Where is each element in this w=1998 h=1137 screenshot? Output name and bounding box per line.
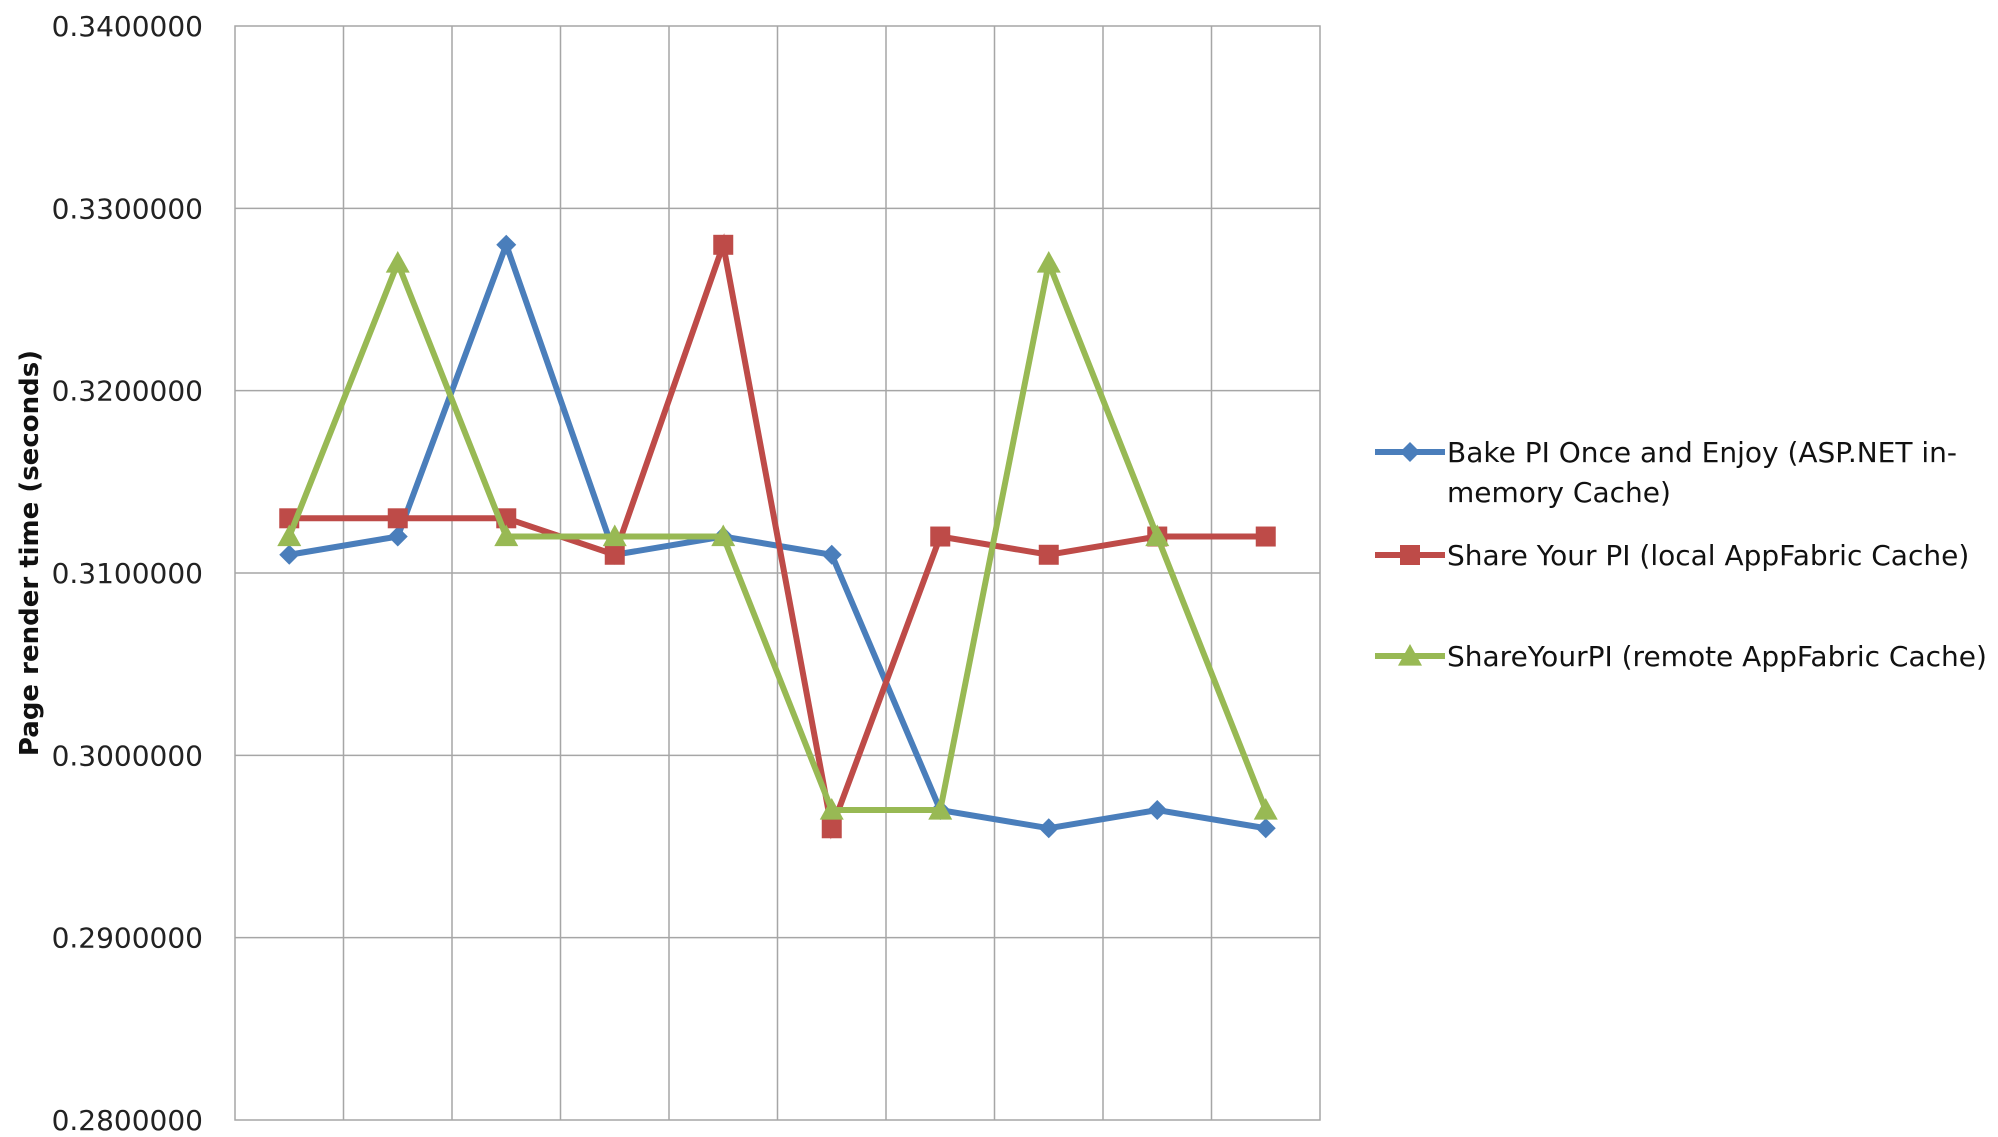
diamond-marker xyxy=(821,544,842,565)
triangle-marker xyxy=(602,524,627,547)
legend-label: Share Your PI (local AppFabric Cache) xyxy=(1447,539,1969,572)
y-axis-title: Page render time (seconds) xyxy=(15,350,45,756)
square-marker xyxy=(930,526,951,547)
diamond-marker xyxy=(387,526,408,547)
triangle-marker xyxy=(928,798,953,820)
diamond-marker xyxy=(1255,818,1276,839)
legend-item: Bake PI Once and Enjoy (ASP.NET in-memor… xyxy=(1375,436,1957,509)
triangle-marker xyxy=(494,524,519,547)
legend-item: ShareYourPI (remote AppFabric Cache) xyxy=(1375,640,1987,673)
square-marker xyxy=(604,544,625,565)
legend-label: Bake PI Once and Enjoy (ASP.NET in- xyxy=(1447,436,1957,469)
triangle-marker xyxy=(1145,524,1170,547)
triangle-marker xyxy=(1253,798,1278,820)
series-3 xyxy=(277,251,1278,820)
square-marker xyxy=(1400,545,1420,565)
square-marker xyxy=(1255,526,1276,547)
y-tick-label: 0.3300000 xyxy=(52,192,203,225)
legend: Bake PI Once and Enjoy (ASP.NET in-memor… xyxy=(1375,436,1987,673)
diamond-marker xyxy=(1400,442,1420,462)
legend-label: memory Cache) xyxy=(1447,476,1671,509)
y-axis-ticks: 0.3400000 0.3300000 0.3200000 0.3100000 0.30… xyxy=(52,10,203,1137)
square-marker xyxy=(387,508,408,529)
plot-grid xyxy=(234,25,1321,1121)
triangle-marker xyxy=(1398,644,1422,666)
y-tick-label: 0.3000000 xyxy=(52,739,203,772)
legend-item: Share Your PI (local AppFabric Cache) xyxy=(1375,539,1969,572)
y-tick-label: 0.3100000 xyxy=(52,557,203,590)
triangle-marker xyxy=(385,251,410,273)
triangle-marker xyxy=(277,524,302,547)
y-tick-label: 0.3200000 xyxy=(52,375,203,408)
series-line xyxy=(286,252,1269,814)
diamond-marker xyxy=(1147,800,1168,821)
diamond-marker xyxy=(496,234,517,255)
y-tick-label: 0.2800000 xyxy=(52,1104,203,1137)
triangle-marker xyxy=(711,524,736,547)
square-marker xyxy=(1038,544,1059,565)
legend-label: ShareYourPI (remote AppFabric Cache) xyxy=(1447,640,1987,673)
series-layer xyxy=(277,233,1278,840)
diamond-marker xyxy=(279,544,300,565)
triangle-marker xyxy=(1036,251,1061,273)
series-line xyxy=(286,233,1269,840)
triangle-marker xyxy=(819,798,844,820)
square-marker xyxy=(713,234,734,255)
y-tick-label: 0.2900000 xyxy=(52,922,203,955)
diamond-marker xyxy=(1038,818,1059,839)
square-marker xyxy=(821,818,842,839)
y-tick-label: 0.3400000 xyxy=(52,10,203,43)
